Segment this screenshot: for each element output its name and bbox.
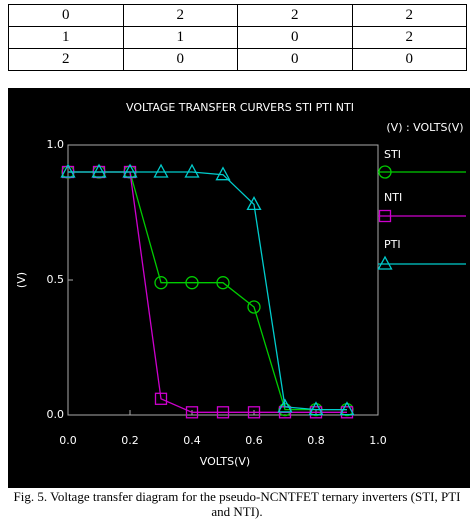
x-tick-label: 0.2 (121, 434, 139, 447)
table-cell: 2 (122, 4, 238, 27)
marker (215, 166, 231, 181)
table-cell: 0 (8, 4, 124, 27)
figure-caption: Fig. 5. Voltage transfer diagram for the… (13, 489, 461, 519)
marker (339, 401, 355, 416)
table-cell: 2 (351, 26, 467, 49)
marker (247, 300, 261, 314)
x-tick-label: 0.6 (245, 434, 263, 447)
marker (216, 276, 230, 290)
table-cell: 2 (237, 4, 353, 27)
legend-label: STI (384, 148, 401, 161)
marker (246, 196, 262, 211)
legend-marker (378, 165, 392, 179)
marker (60, 163, 76, 178)
marker (185, 406, 199, 419)
table-cell: 0 (237, 48, 353, 71)
y-tick-label: 1.0 (47, 138, 65, 151)
marker (154, 276, 168, 290)
marker (308, 401, 324, 416)
marker (277, 398, 293, 413)
marker (153, 163, 169, 178)
x-tick-label: 0.0 (59, 434, 77, 447)
marker (184, 163, 200, 178)
legend-label: PTI (384, 238, 401, 251)
marker (122, 163, 138, 178)
table-cell: 1 (122, 26, 238, 49)
y-axis-label: (V) (15, 272, 28, 288)
marker (185, 276, 199, 290)
table-cell: 0 (237, 26, 353, 49)
table-cell: 1 (8, 26, 124, 49)
legend-marker (377, 255, 393, 270)
x-tick-label: 0.4 (183, 434, 201, 447)
series-line (68, 171, 347, 411)
table-cell: 0 (122, 48, 238, 71)
y-tick-label: 0.5 (47, 273, 65, 286)
chart: VOLTAGE TRANSFER CURVERS STI PTI NTI (V)… (8, 88, 470, 488)
chart-background (8, 88, 470, 488)
table-cell: 2 (8, 48, 124, 71)
x-tick-label: 0.8 (307, 434, 325, 447)
marker (247, 406, 261, 419)
chart-title: VOLTAGE TRANSFER CURVERS STI PTI NTI (126, 101, 354, 114)
marker (154, 392, 168, 405)
legend-label: NTI (384, 191, 402, 204)
y-tick-label: 0.0 (47, 408, 65, 421)
marker (91, 163, 107, 178)
x-tick-label: 1.0 (369, 434, 387, 447)
table-cell: 2 (351, 4, 467, 27)
table-cell: 0 (351, 48, 467, 71)
legend-marker (378, 209, 392, 223)
x-axis-label: VOLTS(V) (200, 455, 250, 468)
units-note: (V) : VOLTS(V) (386, 121, 463, 134)
marker (216, 406, 230, 419)
